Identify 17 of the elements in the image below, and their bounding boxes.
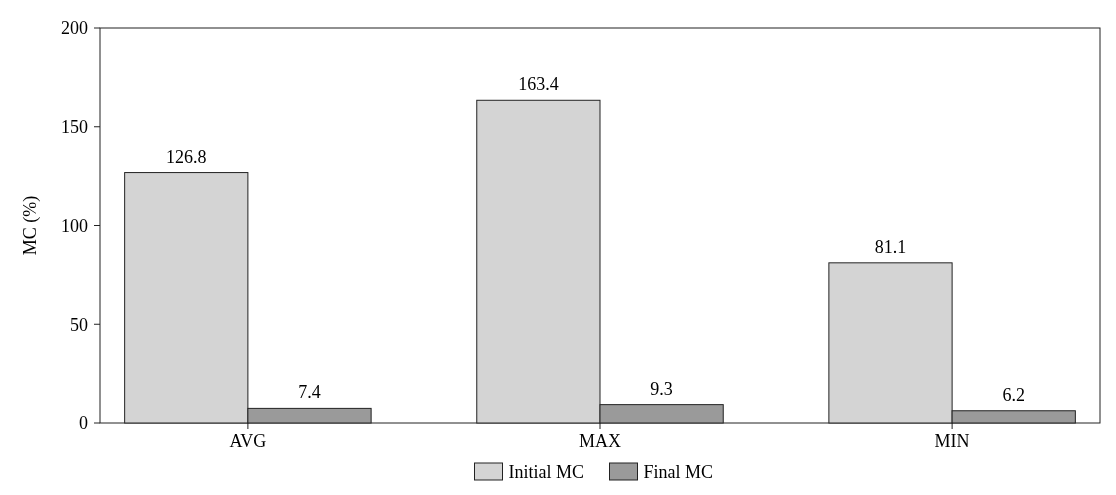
legend-label: Final MC: [643, 462, 714, 482]
data-label: 126.8: [166, 146, 207, 167]
x-tick-label: MAX: [578, 431, 622, 451]
legend-label: Initial MC: [508, 462, 584, 482]
y-tick-label: 0: [79, 413, 88, 434]
data-label: 163.4: [518, 74, 559, 95]
y-tick-label: 50: [70, 314, 88, 335]
y-tick-label: 150: [61, 117, 88, 138]
data-label: 6.2: [1002, 384, 1025, 405]
data-label: 81.1: [874, 236, 907, 257]
y-tick-label: 200: [61, 18, 88, 39]
y-axis-title: MC (%): [20, 195, 41, 256]
data-label: 7.4: [298, 382, 321, 403]
x-tick-label: AVG: [229, 431, 267, 451]
data-label: 9.3: [650, 378, 673, 399]
x-tick-label: MIN: [934, 431, 970, 451]
y-tick-label: 100: [61, 215, 88, 236]
